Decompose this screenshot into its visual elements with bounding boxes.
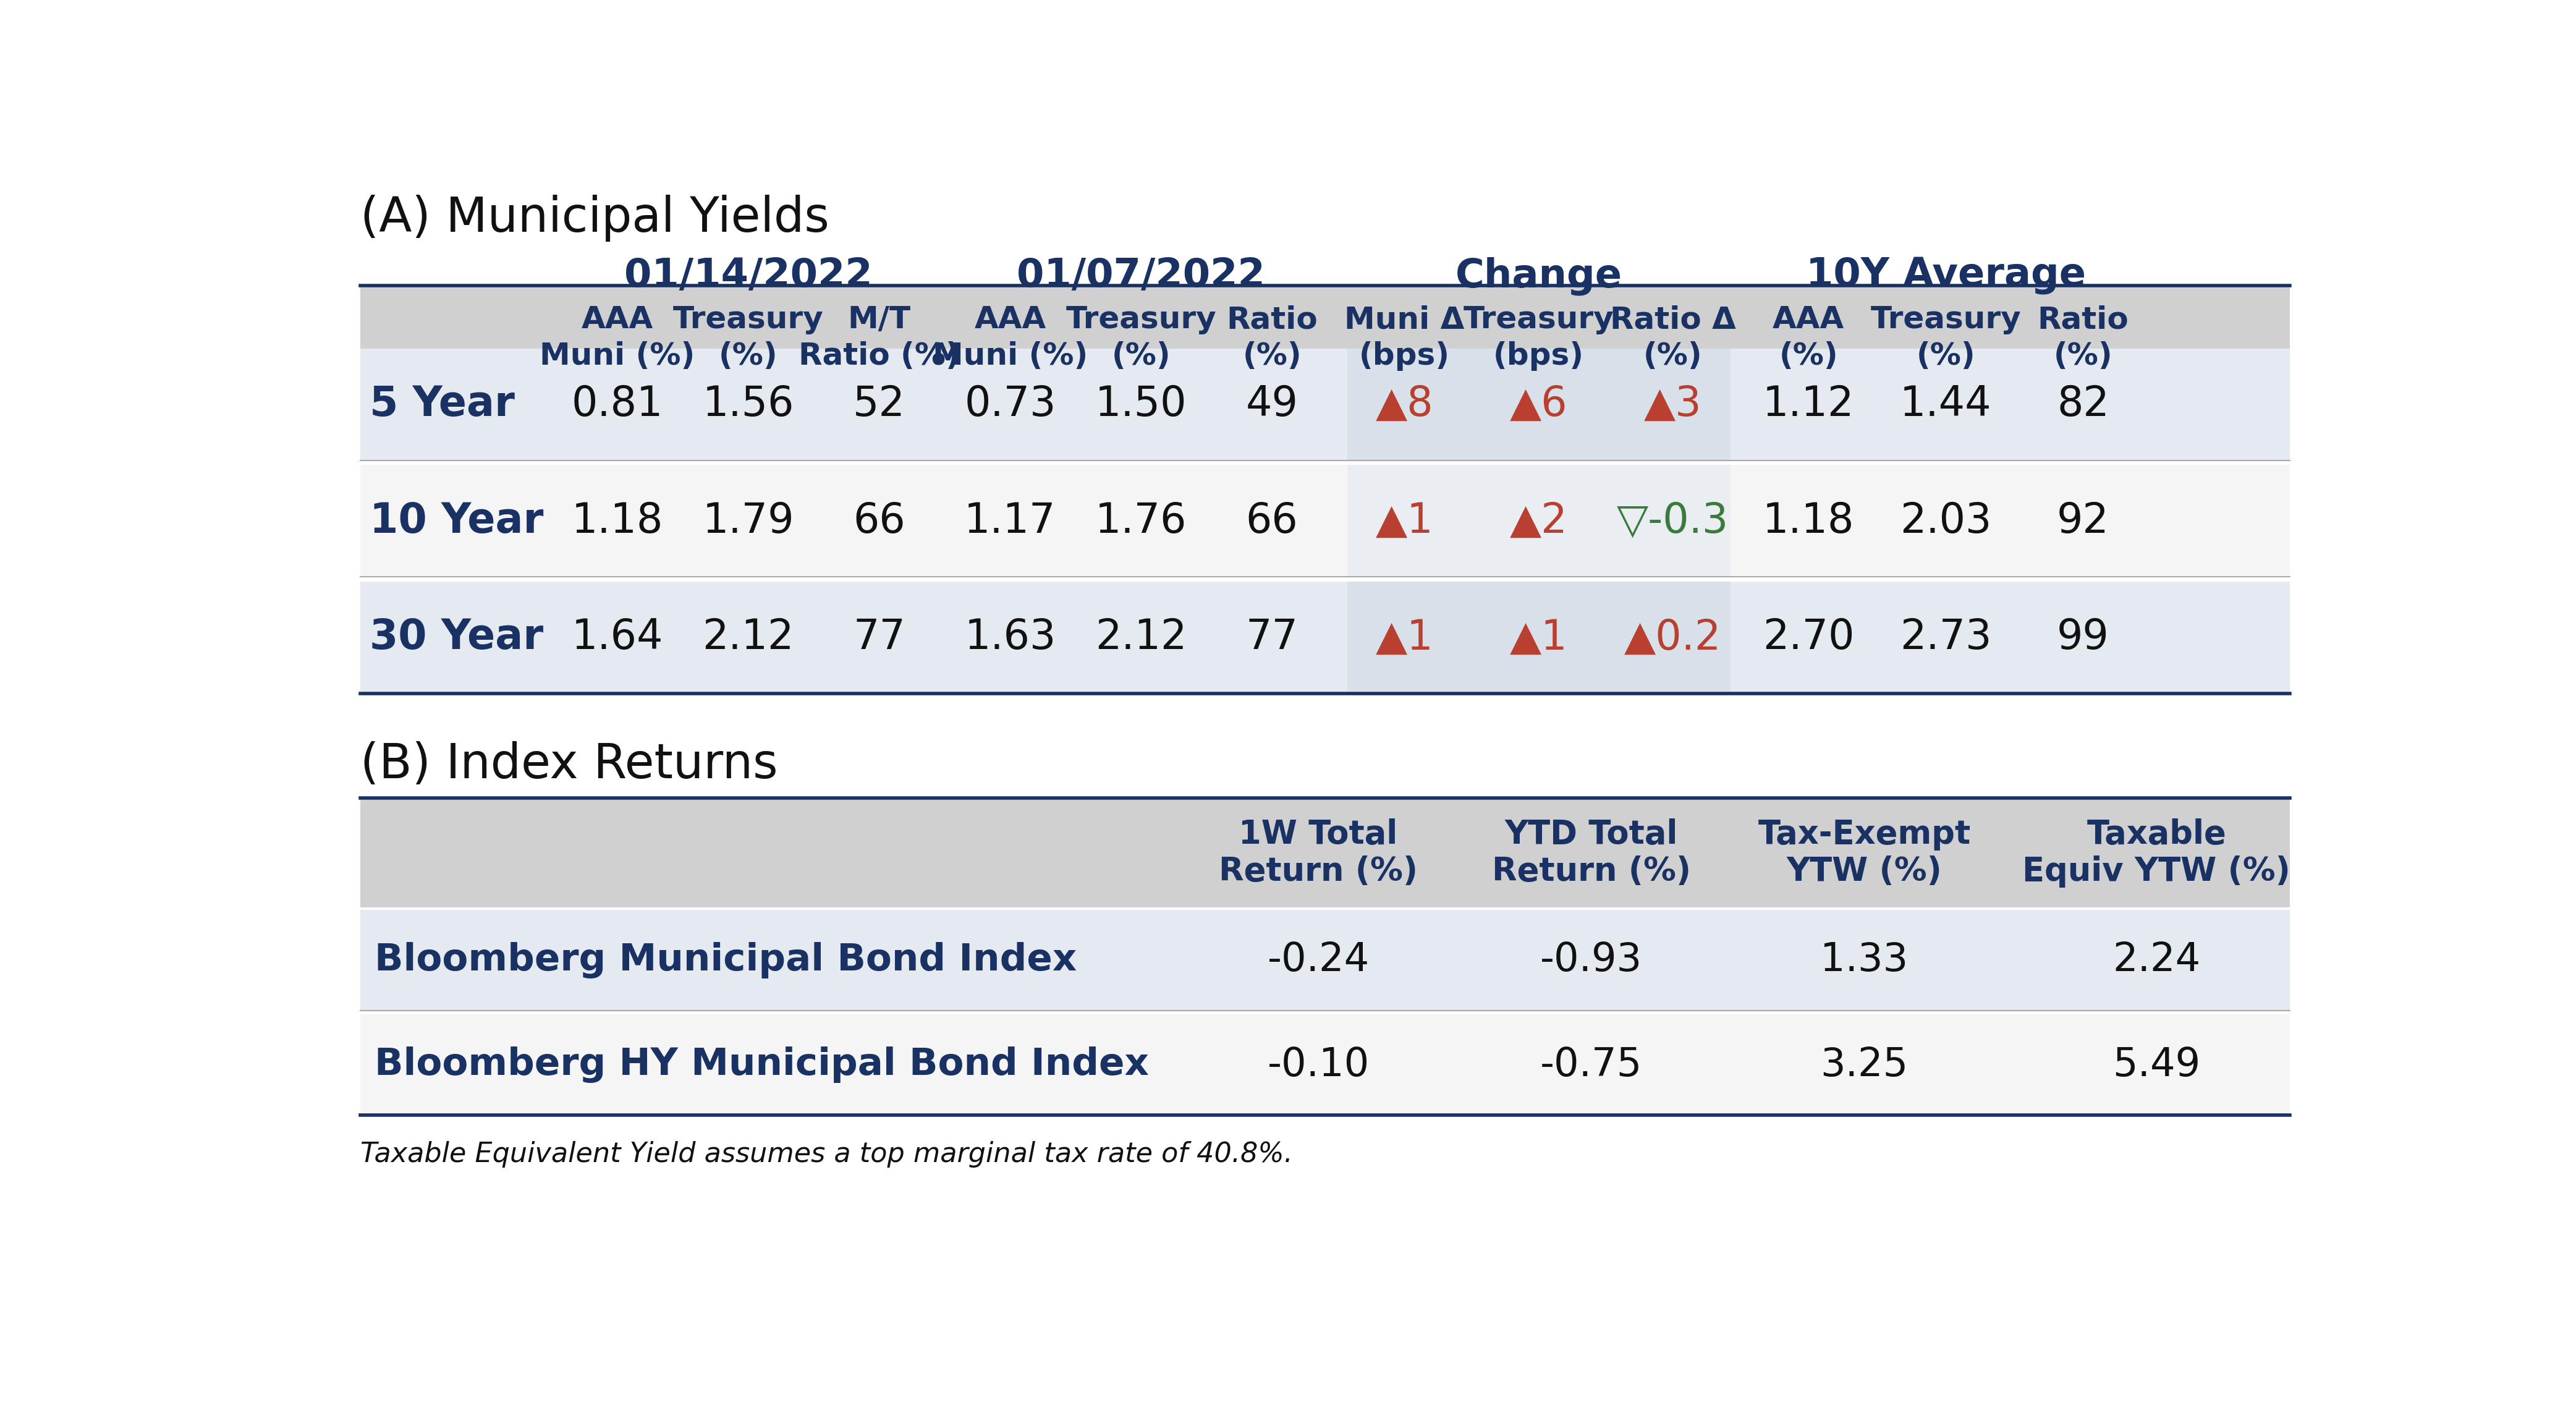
Text: (%): (%) [1780,341,1839,371]
Text: 1.33: 1.33 [1821,941,1909,980]
Text: 99: 99 [2056,617,2110,657]
Text: 10 Year: 10 Year [371,501,544,542]
Text: Change: Change [1455,257,1623,295]
Bar [361,348,2290,461]
Text: 1.12: 1.12 [1762,384,1855,425]
Text: 1.18: 1.18 [572,501,662,542]
Text: 1.50: 1.50 [1095,384,1188,425]
Text: AAA: AAA [1772,305,1844,335]
Bar [361,465,2290,578]
Text: (A) Municipal Yields: (A) Municipal Yields [361,195,829,242]
Text: (%): (%) [2053,341,2112,371]
Text: (bps): (bps) [1494,341,1584,371]
Text: 0.81: 0.81 [572,384,662,425]
Bar [1347,582,1731,693]
Text: Treasury: Treasury [1463,305,1615,335]
Text: 3.25: 3.25 [1821,1045,1909,1084]
Text: 1.64: 1.64 [572,617,662,657]
Text: 2.12: 2.12 [703,617,793,657]
Text: 0.73: 0.73 [963,384,1056,425]
Text: 2.03: 2.03 [1901,501,1991,542]
Text: (%): (%) [1643,341,1703,371]
Text: Ratio: Ratio [2038,305,2128,335]
Text: 5.49: 5.49 [2112,1045,2200,1084]
Text: 2.12: 2.12 [1095,617,1188,657]
Text: 82: 82 [2056,384,2110,425]
Text: 1.79: 1.79 [703,501,793,542]
Text: 77: 77 [853,617,907,657]
Text: 01/14/2022: 01/14/2022 [623,257,873,295]
Text: 52: 52 [853,384,904,425]
Text: ▲3: ▲3 [1643,384,1703,425]
Bar [361,1014,2290,1115]
Text: ▲2: ▲2 [1510,501,1569,542]
Text: Ratio: Ratio [1226,305,1319,335]
Text: Bloomberg HY Municipal Bond Index: Bloomberg HY Municipal Bond Index [374,1047,1149,1082]
Text: 10Y Average: 10Y Average [1806,257,2087,295]
Text: (B) Index Returns: (B) Index Returns [361,742,778,789]
Text: -0.75: -0.75 [1540,1045,1643,1084]
Text: Muni Δ: Muni Δ [1345,305,1466,335]
Text: 1.76: 1.76 [1095,501,1188,542]
Text: Muni (%): Muni (%) [933,341,1087,371]
Text: Ratio (%): Ratio (%) [799,341,961,371]
Text: Taxable Equivalent Yield assumes a top marginal tax rate of 40.8%.: Taxable Equivalent Yield assumes a top m… [361,1141,1293,1168]
Text: (%): (%) [719,341,778,371]
Text: Treasury: Treasury [1066,305,1216,335]
Text: Ratio Δ: Ratio Δ [1610,305,1736,335]
Text: AAA: AAA [582,305,654,335]
Bar [361,910,2290,1010]
Text: (%): (%) [1110,341,1170,371]
Text: Treasury: Treasury [1870,305,2022,335]
Text: 5 Year: 5 Year [371,384,515,425]
Bar [1347,465,1731,578]
Text: 92: 92 [2056,501,2110,542]
Text: (%): (%) [1242,341,1301,371]
Text: 1.17: 1.17 [963,501,1056,542]
Text: 1.56: 1.56 [703,384,793,425]
Bar [361,582,2290,693]
Text: 1.63: 1.63 [963,617,1056,657]
Text: 30 Year: 30 Year [371,617,544,657]
Text: 2.24: 2.24 [2112,941,2200,980]
Text: ▲1: ▲1 [1376,501,1432,542]
Text: M/T: M/T [848,305,912,335]
Text: 01/07/2022: 01/07/2022 [1018,257,1265,295]
Text: 49: 49 [1247,384,1298,425]
Text: 66: 66 [1247,501,1298,542]
Text: AAA: AAA [974,305,1046,335]
Bar [361,285,2290,391]
Text: Bloomberg Municipal Bond Index: Bloomberg Municipal Bond Index [374,941,1077,978]
Text: 2.73: 2.73 [1901,617,1991,657]
Text: 2.70: 2.70 [1762,617,1855,657]
Text: ▲1: ▲1 [1376,617,1432,657]
Text: Muni (%): Muni (%) [541,341,696,371]
Text: ▲8: ▲8 [1376,384,1432,425]
Text: ▲6: ▲6 [1510,384,1569,425]
Text: -0.93: -0.93 [1540,941,1643,980]
Bar [361,799,2290,908]
Text: 1.18: 1.18 [1762,501,1855,542]
Text: 77: 77 [1247,617,1298,657]
Text: Tax-Exempt
YTW (%): Tax-Exempt YTW (%) [1757,819,1971,887]
Text: (%): (%) [1917,341,1976,371]
Text: 66: 66 [853,501,904,542]
Text: -0.24: -0.24 [1267,941,1370,980]
Text: ▽-0.3: ▽-0.3 [1618,501,1728,542]
Text: Taxable
Equiv YTW (%): Taxable Equiv YTW (%) [2022,819,2290,887]
Text: ▲0.2: ▲0.2 [1623,617,1721,657]
Text: YTD Total
Return (%): YTD Total Return (%) [1492,819,1690,887]
Text: 1.44: 1.44 [1901,384,1991,425]
Text: 1W Total
Return (%): 1W Total Return (%) [1218,819,1417,887]
Text: Treasury: Treasury [672,305,824,335]
Text: -0.10: -0.10 [1267,1045,1370,1084]
Text: (bps): (bps) [1360,341,1450,371]
Text: ▲1: ▲1 [1510,617,1569,657]
Bar [1347,348,1731,461]
